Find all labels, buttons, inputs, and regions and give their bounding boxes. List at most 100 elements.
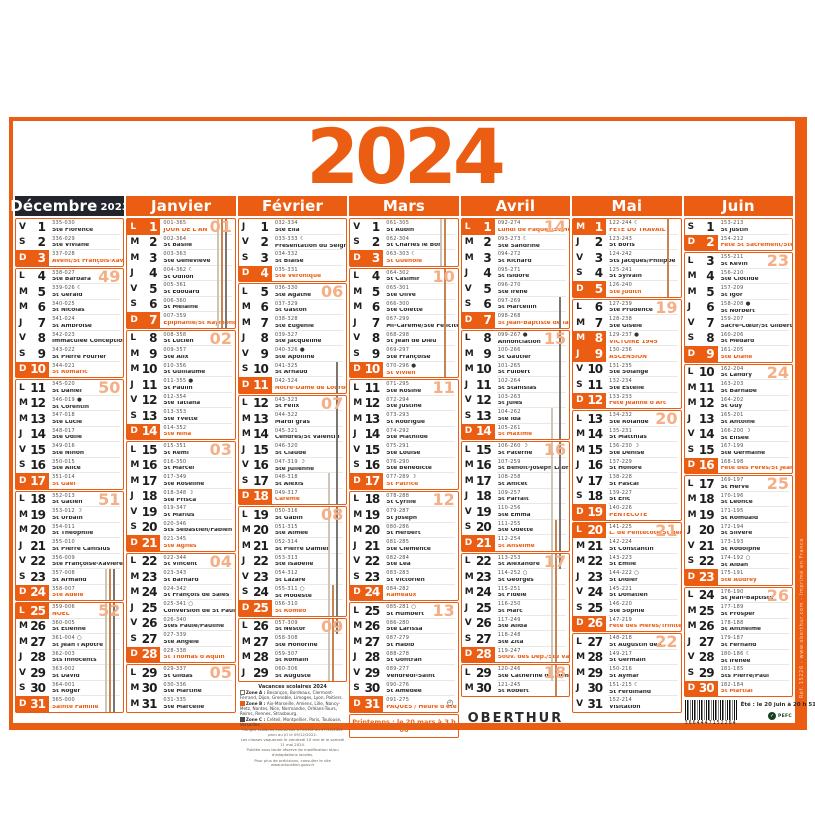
- saint-name: St Romaric: [52, 370, 88, 375]
- month-header-decembre: Décembre 2023: [10, 196, 129, 216]
- day-number: 17: [253, 473, 269, 488]
- day-row: S 20 111-255 Ste Odette: [462, 519, 569, 535]
- day-cell: S 23: [350, 569, 383, 585]
- day-of-year: 170-196: [720, 492, 744, 499]
- week-box: L 5 036-330 Ste Agathe 06 M 6 037-329 St Gaston M…: [237, 283, 348, 394]
- day-row: D 31 365-000 Sainte Famille: [16, 696, 123, 712]
- school-vacation-bar-zone-c: [559, 519, 562, 535]
- day-number: 15: [253, 442, 269, 457]
- day-of-year: 030-336: [163, 681, 187, 688]
- day-cell: L 12: [239, 396, 272, 412]
- day-of-year: 140-226: [609, 505, 633, 511]
- day-text: 014-352 Ste Nina: [160, 424, 234, 440]
- day-text: 124-242 Sts Jacques/Philippe: [606, 250, 680, 266]
- school-vacation-bar-zone-b: [555, 535, 558, 551]
- day-text: 128-238 Ste Gisèle: [606, 315, 680, 331]
- saint-name: St Justin: [720, 227, 749, 233]
- day-of-year: 020-346: [163, 520, 187, 527]
- school-vacation-bar-zone-c: [336, 488, 339, 504]
- day-cell: M 10: [127, 362, 160, 378]
- day-cell: S 13: [462, 408, 495, 424]
- saint-name: Rameaux: [386, 593, 417, 598]
- month-header-mai: Mai: [572, 196, 682, 216]
- day-text: 086-280 Ste Larissa: [383, 619, 457, 635]
- day-letter: J: [576, 348, 580, 359]
- day-row: D 7 007-359 Épiphanie/St Raymond: [127, 312, 235, 328]
- day-cell: J 28: [350, 650, 383, 666]
- school-vacation-bar-zone-b: [109, 584, 112, 600]
- day-text: 037-329 St Gaston: [272, 300, 346, 316]
- school-vacation-bar-zone-a: [216, 296, 219, 312]
- saint-name: Sacré-Cœur/St Gilbert: [720, 323, 792, 329]
- day-letter: L: [19, 382, 25, 393]
- day-row: D 17 351-014 St Gaël: [16, 473, 123, 489]
- day-cell: D 10: [16, 361, 49, 377]
- day-cell: V 26: [127, 616, 160, 632]
- day-cell: L 17: [685, 476, 718, 492]
- day-of-year: 122-244 ☾: [609, 220, 640, 226]
- day-number: 21: [587, 538, 603, 553]
- saint-name: Visitation: [609, 704, 641, 710]
- day-row: M 13 073-293 St Rodrigue: [350, 411, 457, 427]
- day-text: 102-264 St Stanislas: [495, 377, 569, 393]
- day-letter: L: [353, 605, 360, 616]
- day-text: 043-323 St Félix: [272, 396, 346, 412]
- day-row: S 1 153-213 St Justin: [685, 219, 792, 235]
- day-text: 036-330 Ste Agathe: [272, 284, 346, 300]
- saint-name: Sts Sébastien/Fabien: [163, 528, 233, 533]
- saint-name: Ste Catherine de Sienne: [497, 673, 570, 679]
- day-number: 26: [253, 619, 269, 634]
- day-text: 046-320 St Claude: [272, 442, 346, 458]
- school-vacation-bar-zone-c: [224, 281, 227, 297]
- day-letter: V: [576, 698, 584, 709]
- day-of-year: 164-202: [720, 396, 744, 403]
- month-header-avril: Avril: [460, 196, 571, 216]
- day-number: 12: [698, 396, 715, 411]
- day-row: V 26 117-249 Ste Alida: [462, 615, 569, 632]
- day-number: 15: [476, 442, 492, 457]
- day-number: 19: [30, 507, 46, 522]
- day-letter: V: [464, 283, 472, 294]
- saint-name: Ste Diane: [720, 354, 753, 360]
- day-letter: M: [576, 444, 586, 455]
- day-of-year: 026-340: [163, 616, 187, 623]
- day-letter: J: [464, 379, 469, 390]
- day-text: 101-265 St Fulbert: [495, 362, 569, 378]
- saint-name: Ste Julienne: [274, 466, 315, 472]
- day-row: L 27 148-218 St Augustin de C. 22: [573, 634, 680, 650]
- school-vacation-bar-zone-c: [224, 296, 227, 312]
- day-of-year: 160-206: [720, 331, 744, 338]
- day-letter: J: [576, 571, 580, 582]
- school-vacation-bar-zone-b: [109, 634, 112, 650]
- day-number: 26: [30, 619, 46, 634]
- day-letter: L: [464, 556, 471, 567]
- day-number: 17: [587, 473, 603, 488]
- day-of-year: 129-237 ●: [609, 331, 640, 338]
- day-row: S 6 097-269 St Marcellin: [462, 296, 569, 312]
- day-row: L 25 085-281 ○ St Humbert 13: [350, 603, 457, 619]
- day-text: 362-003 Sts Innocents: [49, 650, 123, 666]
- school-vacation-bar-zone-a: [328, 488, 331, 504]
- day-cell: L 25: [350, 603, 383, 619]
- day-row: M 2 002-364 St Basile: [127, 234, 234, 250]
- day-cell: M 20: [239, 523, 272, 539]
- school-vacation-bar-zone-a: [551, 519, 554, 535]
- day-of-year: 181-185: [720, 666, 744, 672]
- day-cell: V 21: [685, 538, 718, 554]
- day-text: 122-244 ☾ FÊTE DU TRAVAIL: [606, 219, 680, 235]
- day-row: M 14 045-321 Cendres/St Valentin: [239, 426, 346, 442]
- school-vacation-bar-zone-a: [216, 250, 219, 266]
- day-of-year: 156-210: [720, 269, 744, 276]
- day-text: 117-249 Ste Alida: [495, 616, 569, 632]
- day-cell: M 26: [350, 619, 383, 635]
- saint-name: Conversion de St Paul: [163, 609, 235, 614]
- day-row: J 28 088-278 St Gontran: [350, 650, 457, 666]
- day-number: 9: [706, 346, 714, 361]
- day-row: M 28 149-217 St Germain: [573, 650, 680, 666]
- day-of-year: 360-005: [52, 619, 75, 626]
- day-row: S 2 062-304 St Charles le Bon: [350, 234, 457, 250]
- day-of-year: 074-292: [386, 427, 410, 434]
